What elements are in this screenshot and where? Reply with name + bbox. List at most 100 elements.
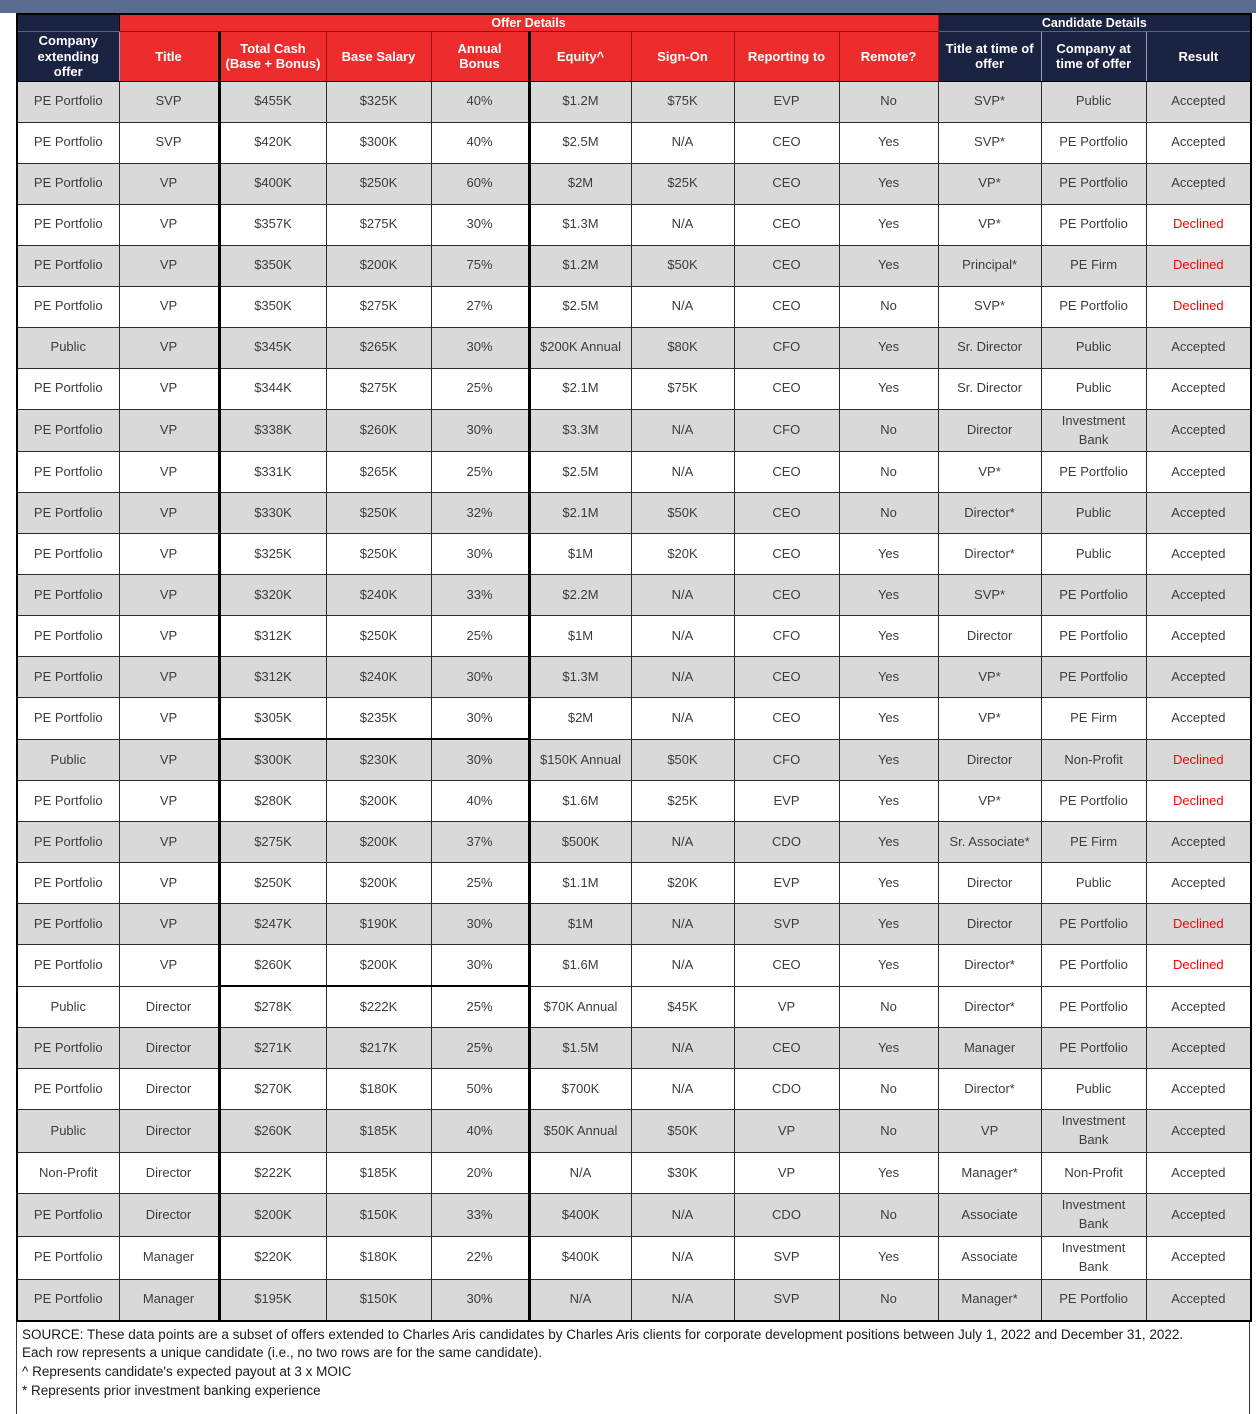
cell-company_at_offer: Investment Bank bbox=[1040, 1235, 1147, 1280]
cell-total_cash: $312K bbox=[217, 615, 327, 658]
cell-title: Manager bbox=[118, 1278, 220, 1322]
cell-total_cash: $331K bbox=[217, 451, 327, 494]
table-row: PE Portfolio VP $331K $265K 25% $2.5M N/A CEO No… bbox=[16, 451, 1252, 494]
cell-total_cash: $200K bbox=[217, 1193, 327, 1237]
table-row: PE Portfolio VP $350K $200K 75% $1.2M $50K CEO Y… bbox=[16, 244, 1252, 287]
footnote-source: SOURCE: These data points are a subset o… bbox=[22, 1326, 1184, 1342]
table-row: PE Portfolio Director $270K $180K 50% $700K N/… bbox=[16, 1068, 1252, 1111]
table-row: PE Portfolio Manager $220K $180K 22% $400K N/A… bbox=[16, 1235, 1252, 1280]
cell-reporting_to: CEO bbox=[733, 533, 840, 576]
cell-company_extending_offer: PE Portfolio bbox=[16, 944, 120, 987]
cell-company_extending_offer: PE Portfolio bbox=[16, 285, 120, 328]
cell-reporting_to: CEO bbox=[733, 492, 840, 535]
cell-title: VP bbox=[118, 656, 220, 699]
cell-company_at_offer: PE Portfolio bbox=[1040, 121, 1147, 164]
cell-company_at_offer: Investment Bank bbox=[1040, 408, 1147, 453]
column-header-annual_bonus: Annual Bonus bbox=[430, 31, 531, 82]
column-header-total_cash: Total Cash (Base + Bonus) bbox=[217, 31, 327, 82]
cell-reporting_to: VP bbox=[733, 1109, 840, 1154]
cell-company_extending_offer: PE Portfolio bbox=[16, 367, 120, 410]
cell-base_salary: $180K bbox=[325, 1235, 432, 1280]
cell-remote: Yes bbox=[838, 533, 939, 576]
cell-remote: Yes bbox=[838, 1235, 939, 1280]
cell-company_extending_offer: PE Portfolio bbox=[16, 533, 120, 576]
cell-base_salary: $275K bbox=[325, 285, 432, 328]
cell-equity: $1M bbox=[528, 615, 632, 658]
cell-annual_bonus: 25% bbox=[430, 615, 531, 658]
candidate-details-band: Candidate Details bbox=[937, 13, 1252, 32]
table-row: PE Portfolio VP $320K $240K 33% $2.2M N/A CEO Ye… bbox=[16, 574, 1252, 617]
cell-reporting_to: EVP bbox=[733, 80, 840, 123]
column-header-company_extending_offer: Company extending offer bbox=[16, 31, 120, 82]
cell-title_at_offer: SVP* bbox=[937, 285, 1042, 328]
cell-reporting_to: CFO bbox=[733, 615, 840, 658]
cell-company_at_offer: PE Portfolio bbox=[1040, 285, 1147, 328]
cell-annual_bonus: 30% bbox=[430, 1278, 531, 1322]
cell-company_at_offer: PE Portfolio bbox=[1040, 656, 1147, 699]
cell-company_extending_offer: PE Portfolio bbox=[16, 162, 120, 205]
cell-base_salary: $300K bbox=[325, 121, 432, 164]
cell-company_extending_offer: PE Portfolio bbox=[16, 80, 120, 123]
table-row: PE Portfolio VP $260K $200K 30% $1.6M N/A CEO Ye… bbox=[16, 944, 1252, 988]
table-row: PE Portfolio VP $357K $275K 30% $1.3M N/A CEO Ye… bbox=[16, 203, 1252, 246]
cell-base_salary: $250K bbox=[325, 533, 432, 576]
cell-title_at_offer: VP* bbox=[937, 780, 1042, 823]
cell-company_extending_offer: PE Portfolio bbox=[16, 903, 120, 946]
cell-company_at_offer: Public bbox=[1040, 1068, 1147, 1111]
cell-remote: Yes bbox=[838, 656, 939, 699]
column-header-sign_on: Sign-On bbox=[630, 31, 735, 82]
cell-base_salary: $260K bbox=[325, 408, 432, 453]
cell-base_salary: $150K bbox=[325, 1193, 432, 1237]
cell-company_at_offer: PE Portfolio bbox=[1040, 162, 1147, 205]
table-row: PE Portfolio SVP $455K $325K 40% $1.2M $75K EVP… bbox=[16, 80, 1252, 123]
cell-company_extending_offer: PE Portfolio bbox=[16, 1068, 120, 1111]
cell-total_cash: $312K bbox=[217, 656, 327, 699]
cell-result: Declined bbox=[1145, 944, 1252, 987]
cell-title_at_offer: Director* bbox=[937, 1068, 1042, 1111]
cell-title: VP bbox=[118, 162, 220, 205]
cell-equity: $1.2M bbox=[528, 80, 632, 123]
cell-annual_bonus: 37% bbox=[430, 821, 531, 864]
cell-remote: Yes bbox=[838, 780, 939, 823]
cell-title_at_offer: Director* bbox=[937, 985, 1042, 1029]
cell-annual_bonus: 33% bbox=[430, 574, 531, 617]
cell-equity: $2M bbox=[528, 162, 632, 205]
cell-company_at_offer: Public bbox=[1040, 862, 1147, 905]
cell-result: Declined bbox=[1145, 244, 1252, 287]
cell-remote: No bbox=[838, 451, 939, 494]
cell-company_extending_offer: PE Portfolio bbox=[16, 821, 120, 864]
cell-base_salary: $275K bbox=[325, 203, 432, 246]
cell-title_at_offer: Associate bbox=[937, 1235, 1042, 1280]
table-row: PE Portfolio VP $400K $250K 60% $2M $25K CEO Yes… bbox=[16, 162, 1252, 205]
cell-company_at_offer: PE Portfolio bbox=[1040, 780, 1147, 823]
cell-title_at_offer: SVP* bbox=[937, 80, 1042, 123]
cell-equity: $400K bbox=[528, 1235, 632, 1280]
cell-reporting_to: CEO bbox=[733, 285, 840, 328]
cell-title_at_offer: Sr. Associate* bbox=[937, 821, 1042, 864]
cell-equity: $2.5M bbox=[528, 121, 632, 164]
cell-base_salary: $185K bbox=[325, 1152, 432, 1195]
cell-sign_on: $20K bbox=[630, 862, 735, 905]
cell-annual_bonus: 40% bbox=[430, 80, 531, 123]
cell-title: VP bbox=[118, 533, 220, 576]
cell-title: Director bbox=[118, 1109, 220, 1154]
table-row: PE Portfolio VP $350K $275K 27% $2.5M N/A CEO No… bbox=[16, 285, 1252, 328]
cell-sign_on: N/A bbox=[630, 944, 735, 987]
cell-base_salary: $200K bbox=[325, 944, 432, 988]
cell-total_cash: $247K bbox=[217, 903, 327, 946]
cell-total_cash: $260K bbox=[217, 1109, 327, 1154]
cell-company_at_offer: PE Portfolio bbox=[1040, 1278, 1147, 1322]
cell-equity: $2M bbox=[528, 697, 632, 740]
cell-equity: $1.3M bbox=[528, 656, 632, 699]
cell-equity: $2.5M bbox=[528, 451, 632, 494]
group-header-row: Offer Details Candidate Details bbox=[16, 13, 1252, 32]
cell-total_cash: $345K bbox=[217, 326, 327, 369]
cell-total_cash: $260K bbox=[217, 944, 327, 988]
cell-sign_on: N/A bbox=[630, 451, 735, 494]
cell-company_extending_offer: PE Portfolio bbox=[16, 574, 120, 617]
cell-result: Accepted bbox=[1145, 533, 1252, 576]
cell-result: Declined bbox=[1145, 285, 1252, 328]
cell-company_extending_offer: PE Portfolio bbox=[16, 451, 120, 494]
cell-base_salary: $150K bbox=[325, 1278, 432, 1322]
table-row: PE Portfolio VP $275K $200K 37% $500K N/A CDO Ye… bbox=[16, 821, 1252, 864]
